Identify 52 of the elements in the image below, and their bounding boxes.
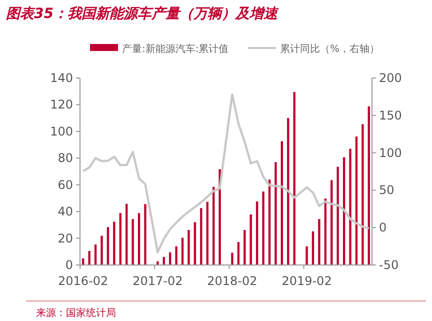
bar — [175, 246, 178, 265]
chart-title: 图表35：我国新能源车产量（万辆）及增速 — [6, 5, 280, 22]
x-tick-label: 2019-02 — [282, 274, 332, 288]
bar — [349, 148, 352, 265]
bar — [250, 214, 252, 265]
bar — [138, 213, 140, 265]
bar — [206, 202, 208, 265]
bar — [200, 208, 202, 265]
bar — [188, 230, 190, 265]
x-tick-label: 2018-02 — [207, 274, 258, 288]
x-tick-label: 2017-02 — [132, 274, 183, 288]
bar — [119, 213, 122, 265]
bar — [113, 222, 116, 265]
y2-tick-label: 0 — [379, 220, 387, 235]
bar — [244, 230, 246, 265]
y2-tick-label: -50 — [379, 258, 399, 272]
y2-tick-label: 100 — [379, 146, 402, 160]
y-tick-label: 20 — [58, 231, 73, 246]
bar — [218, 169, 221, 265]
bar — [274, 162, 277, 265]
y2-tick-label: 50 — [379, 183, 394, 198]
legend-label: 累计同比（%，右轴） — [280, 43, 380, 55]
bar — [125, 204, 128, 265]
x-tick-label: 2016-02 — [58, 274, 108, 288]
bar — [318, 219, 320, 265]
y2-tick-label: 150 — [379, 108, 402, 122]
bar — [100, 236, 103, 265]
bar — [336, 166, 339, 265]
y-tick-label: 80 — [58, 151, 73, 166]
bar — [144, 204, 146, 265]
y-tick-label: 100 — [50, 124, 73, 138]
bar — [194, 222, 196, 265]
y-tick-label: 120 — [50, 98, 73, 112]
line-series — [82, 94, 370, 254]
bar — [362, 124, 364, 265]
bar — [306, 246, 308, 265]
bar — [88, 250, 90, 265]
y-tick-label: 0 — [65, 258, 73, 272]
bar — [256, 201, 258, 265]
bar — [106, 227, 110, 265]
legend-label: 产量:新能源汽车:累计值 — [122, 43, 229, 55]
y-tick-label: 40 — [58, 204, 73, 219]
bar — [132, 219, 134, 265]
bar — [156, 261, 159, 265]
bar — [231, 252, 234, 265]
y-tick-label: 140 — [50, 71, 73, 85]
bar — [293, 92, 296, 265]
bar — [262, 192, 264, 265]
y-tick-label: 60 — [58, 178, 73, 192]
source-note: 来源：国家统计局 — [36, 307, 116, 319]
y2-tick-label: 200 — [379, 71, 402, 85]
bar — [368, 106, 370, 265]
